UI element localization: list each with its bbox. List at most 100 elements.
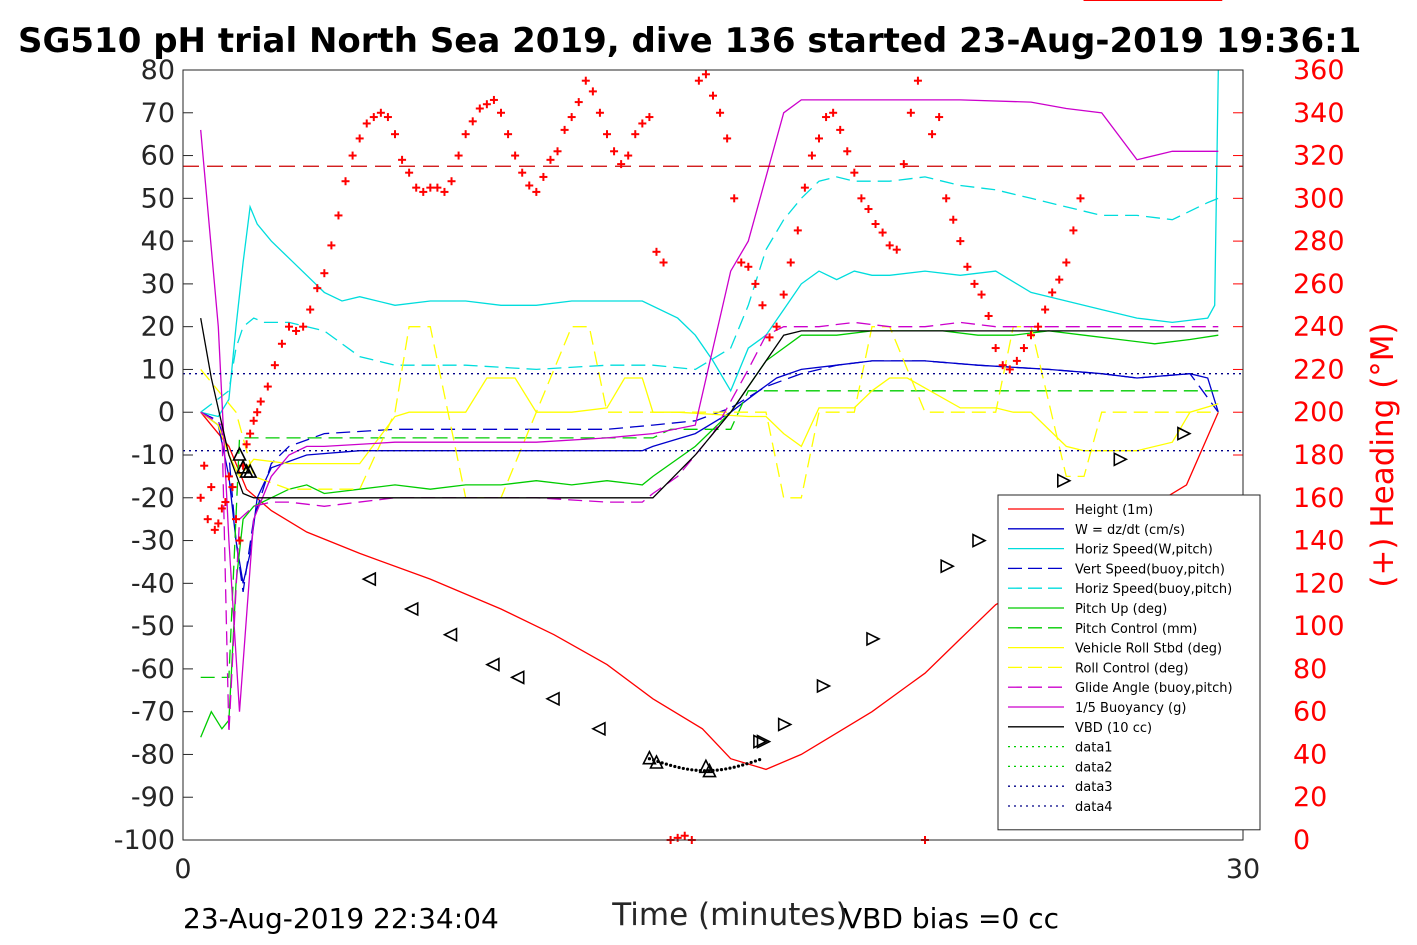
heading-point <box>461 130 470 139</box>
y-tick-label-left: 30 <box>141 269 175 300</box>
heading-point <box>878 228 887 237</box>
heading-point <box>285 322 293 331</box>
y-tick-label-right: 360 <box>1293 55 1345 86</box>
triangle-marker <box>777 717 793 732</box>
legend-label: Pitch Up (deg) <box>1075 602 1167 617</box>
heading-point <box>574 98 583 107</box>
heading-point <box>772 322 781 331</box>
heading-point <box>489 95 498 104</box>
heading-point <box>482 100 491 109</box>
triangle-marker <box>509 670 525 685</box>
y-tick-label-left: 70 <box>141 98 175 129</box>
heading-point <box>998 361 1007 370</box>
bottom-dot <box>685 767 690 771</box>
heading-point <box>1055 275 1064 284</box>
bottom-dot <box>669 763 673 767</box>
x-tick-label: 30 <box>1226 854 1260 885</box>
heading-point <box>207 483 216 492</box>
y-tick-label-right: 120 <box>1293 568 1345 599</box>
y-tick-label-right: 320 <box>1293 141 1345 172</box>
heading-point <box>292 326 301 335</box>
heading-point <box>511 151 520 160</box>
series-line-1 <box>200 360 1219 584</box>
legend-label: Horiz Speed(W,pitch) <box>1075 543 1213 558</box>
series-line-9 <box>200 321 1219 734</box>
series-line-0 <box>200 411 1219 771</box>
bottom-dot <box>732 765 736 769</box>
legend-label: Vehicle Roll Stbd (deg) <box>1075 642 1222 657</box>
heading-point <box>214 519 223 528</box>
heading-point <box>610 147 619 156</box>
bottom-dot <box>741 763 745 767</box>
heading-point <box>1048 288 1057 297</box>
bottom-dot <box>758 758 762 762</box>
heading-point <box>553 147 562 156</box>
heading-point <box>935 113 944 122</box>
y-tick-label-left: 10 <box>141 354 175 385</box>
heading-point <box>497 108 505 117</box>
y-tick-label-right: 240 <box>1293 312 1345 343</box>
heading-point <box>369 113 378 122</box>
heading-point <box>617 160 626 169</box>
heading-point <box>751 279 760 288</box>
heading-point <box>977 290 986 299</box>
bottom-dot <box>724 767 728 771</box>
heading-point <box>235 536 244 545</box>
heading-point <box>800 183 809 192</box>
legend-label: data1 <box>1075 741 1113 756</box>
heading-point <box>232 515 240 524</box>
bottom-dot <box>694 768 698 772</box>
y-tick-label-left: 20 <box>141 312 175 343</box>
heading-point <box>221 498 230 507</box>
legend-label: Roll Control (deg) <box>1075 661 1189 676</box>
heading-point <box>383 113 392 122</box>
heading-point <box>871 220 880 228</box>
heading-point <box>546 155 555 164</box>
triangle-marker <box>940 558 955 574</box>
bottom-dot <box>745 762 749 766</box>
series-line-3 <box>200 360 1219 592</box>
heading-point <box>595 108 604 117</box>
legend-box <box>997 494 1261 831</box>
heading-point <box>786 258 795 267</box>
y-tick-label-left: -20 <box>131 483 175 514</box>
legend-label: data2 <box>1075 760 1113 775</box>
heading-point <box>334 211 343 220</box>
bottom-dot <box>702 769 707 773</box>
heading-point <box>857 194 866 203</box>
heading-point <box>210 525 219 534</box>
y-tick-label-left: -80 <box>131 739 175 770</box>
heading-point <box>815 134 823 143</box>
heading-point <box>737 258 746 267</box>
heading-point <box>398 155 407 164</box>
heading-point <box>638 119 647 128</box>
heading-point <box>652 247 661 256</box>
triangle-marker <box>1057 473 1072 488</box>
heading-point <box>200 461 209 470</box>
x-axis-label: Time (minutes) <box>611 897 847 933</box>
heading-point <box>1019 344 1028 353</box>
legend-label: VBD (10 cc) <box>1075 721 1152 736</box>
bottom-dot <box>690 768 694 772</box>
heading-point <box>906 108 915 117</box>
heading-point <box>242 440 251 449</box>
heading-point <box>942 194 951 203</box>
bottom-dot <box>698 768 702 773</box>
heading-point <box>256 397 265 406</box>
triangle-marker <box>972 533 987 548</box>
y-tick-label-right: 300 <box>1293 183 1345 214</box>
heading-point <box>892 245 901 254</box>
heading-point <box>440 187 449 196</box>
y-tick-label-right: 40 <box>1293 739 1327 770</box>
heading-point <box>984 311 993 320</box>
triangle-marker <box>1177 426 1192 441</box>
bottom-dot <box>673 764 677 769</box>
y-tick-label-right: 60 <box>1293 697 1327 728</box>
heading-point <box>539 172 548 181</box>
heading-point <box>270 361 279 370</box>
heading-point <box>765 333 774 342</box>
heading-point <box>320 269 329 278</box>
y-axis-left: 80 70 60 50 40 30 20 10 0 -10 -20 -30 -40 -50 -60 -70 -8… <box>114 55 193 856</box>
bottom-dot <box>652 758 656 762</box>
heading-point <box>228 483 237 492</box>
